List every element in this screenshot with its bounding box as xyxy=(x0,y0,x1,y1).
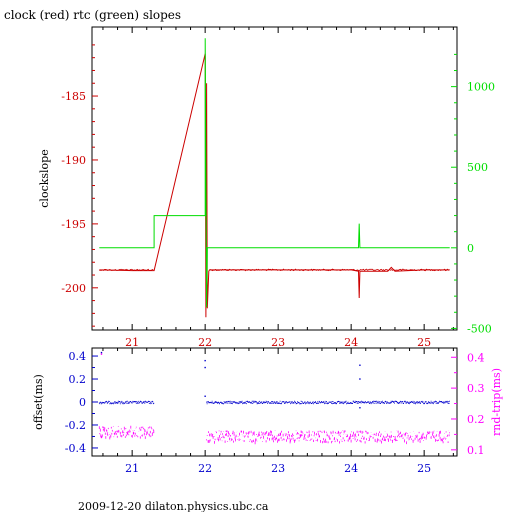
series-band-blue xyxy=(98,400,155,405)
x-tick-label: 22 xyxy=(198,336,212,349)
top-panel: 21 22 23 24 25 -185 -190 -195 -200 1000 500 0 -500 cl… xyxy=(38,26,495,349)
x-tick-label: 22 xyxy=(198,462,212,475)
outlier-point-blue xyxy=(359,364,361,366)
x-tick-label: 24 xyxy=(344,462,358,475)
y-tick-label-right: 0.2 xyxy=(467,413,485,426)
outlier-point-blue xyxy=(359,378,361,380)
series-line-green xyxy=(99,38,450,308)
series-band-magenta xyxy=(98,425,155,440)
y-tick-label-left: -0.4 xyxy=(65,442,86,455)
outlier-point-blue xyxy=(204,395,206,397)
y-tick-label-left: -190 xyxy=(61,154,86,167)
x-tick-label: 25 xyxy=(417,336,431,349)
y-tick-label-right: 0 xyxy=(467,242,474,255)
series-band-blue xyxy=(206,400,450,405)
x-tick-label: 24 xyxy=(344,336,358,349)
x-tick-label: 25 xyxy=(417,462,431,475)
outlier-point-blue xyxy=(100,351,103,354)
series-noise-red-start xyxy=(99,268,154,272)
y-axis-label-right: rnd-trip(ms) xyxy=(490,368,503,436)
x-tick-label: 21 xyxy=(125,336,139,349)
x-tick-label: 23 xyxy=(271,336,285,349)
outlier-point-blue xyxy=(359,407,361,409)
y-tick-label-right: -500 xyxy=(467,322,492,335)
y-tick-label-right: 500 xyxy=(467,161,488,174)
y-tick-label-left: -200 xyxy=(61,282,86,295)
y-axis-label-left: clockslope xyxy=(38,149,51,207)
y-tick-label-right: 0.4 xyxy=(467,351,485,364)
series-noise-red xyxy=(209,268,450,272)
y-tick-label-left: 0 xyxy=(79,396,86,409)
x-tick-label: 23 xyxy=(271,462,285,475)
series-band-magenta xyxy=(206,430,450,445)
footer-text: 2009-12-20 dilaton.physics.ubc.ca xyxy=(78,500,269,512)
y-tick-label-left: -195 xyxy=(61,218,86,231)
outlier-point-blue xyxy=(204,366,206,369)
plot-frame xyxy=(91,26,458,331)
y-tick-label-left: -185 xyxy=(61,90,86,103)
y-axis-label-left: offset(ms) xyxy=(32,374,45,430)
x-tick-label: 21 xyxy=(125,462,139,475)
y-tick-label-right: 1000 xyxy=(467,81,495,94)
chart-title: clock (red) rtc (green) slopes xyxy=(4,8,181,22)
y-tick-label-right: 0.1 xyxy=(467,444,485,457)
bottom-panel: 21 22 23 24 25 0.4 0.2 0 -0.2 -0.4 0.4 0.3 0.2 0.1 off… xyxy=(32,347,503,475)
y-tick-label-left: 0.2 xyxy=(69,373,87,386)
y-tick-label-left: -0.2 xyxy=(65,419,86,432)
series-line-red xyxy=(99,53,450,318)
y-tick-label-right: 0.3 xyxy=(467,382,485,395)
y-tick-label-left: 0.4 xyxy=(69,350,87,363)
outlier-point-blue xyxy=(204,359,206,362)
outlier-point-magenta xyxy=(100,353,103,355)
